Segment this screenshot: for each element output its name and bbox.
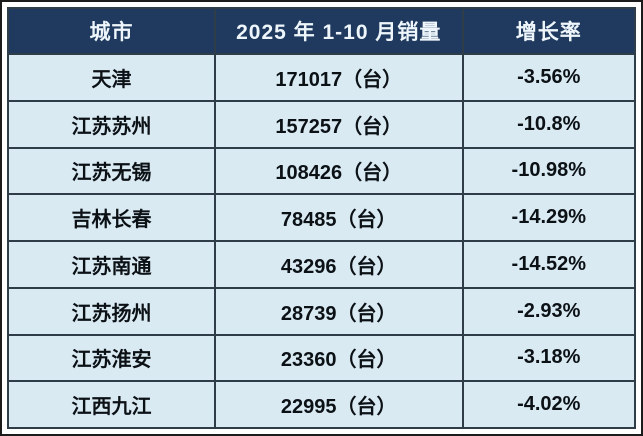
cell-sales: 78485（台） [213, 193, 464, 242]
cell-sales: 171017（台） [213, 53, 464, 102]
cell-rate: -14.29% [461, 193, 637, 242]
cell-city: 江苏扬州 [7, 286, 216, 336]
city-sales-table: 城市 2025 年 1-10 月销量 增长率 天津 171017（台） -3.5… [7, 7, 637, 429]
column-header-rate: 增长率 [461, 7, 637, 55]
table-row: 江西九江 22995（台） -4.02% [7, 380, 637, 429]
header-row: 城市 2025 年 1-10 月销量 增长率 [7, 7, 637, 55]
cell-city: 江苏无锡 [7, 146, 216, 196]
cell-city: 吉林长春 [7, 193, 216, 242]
table-row: 吉林长春 78485（台） -14.29% [7, 193, 637, 242]
cell-sales: 22995（台） [213, 380, 464, 429]
cell-sales: 157257（台） [213, 99, 464, 149]
cell-rate: -3.56% [461, 53, 637, 102]
cell-city: 江苏南通 [7, 240, 216, 289]
cell-city: 江西九江 [7, 380, 216, 429]
cell-sales: 108426（台） [213, 146, 464, 196]
column-header-city: 城市 [7, 7, 216, 55]
cell-sales: 28739（台） [213, 286, 464, 336]
cell-rate: -4.02% [461, 380, 637, 429]
cell-city: 天津 [7, 53, 216, 102]
cell-rate: -10.98% [461, 146, 637, 196]
table-row: 江苏南通 43296（台） -14.52% [7, 240, 637, 289]
cell-city: 江苏苏州 [7, 99, 216, 149]
table-row: 江苏淮安 23360（台） -3.18% [7, 333, 637, 383]
cell-rate: -2.93% [461, 286, 637, 336]
cell-rate: -10.8% [461, 99, 637, 149]
cell-sales: 43296（台） [213, 240, 464, 289]
table-row: 江苏扬州 28739（台） -2.93% [7, 286, 637, 336]
cell-sales: 23360（台） [213, 333, 464, 383]
column-header-sales: 2025 年 1-10 月销量 [213, 7, 464, 55]
table-row: 天津 171017（台） -3.56% [7, 53, 637, 102]
cell-city: 江苏淮安 [7, 333, 216, 383]
cell-rate: -3.18% [461, 333, 637, 383]
table-row: 江苏苏州 157257（台） -10.8% [7, 99, 637, 149]
cell-rate: -14.52% [461, 240, 637, 289]
table-row: 江苏无锡 108426（台） -10.98% [7, 146, 637, 196]
